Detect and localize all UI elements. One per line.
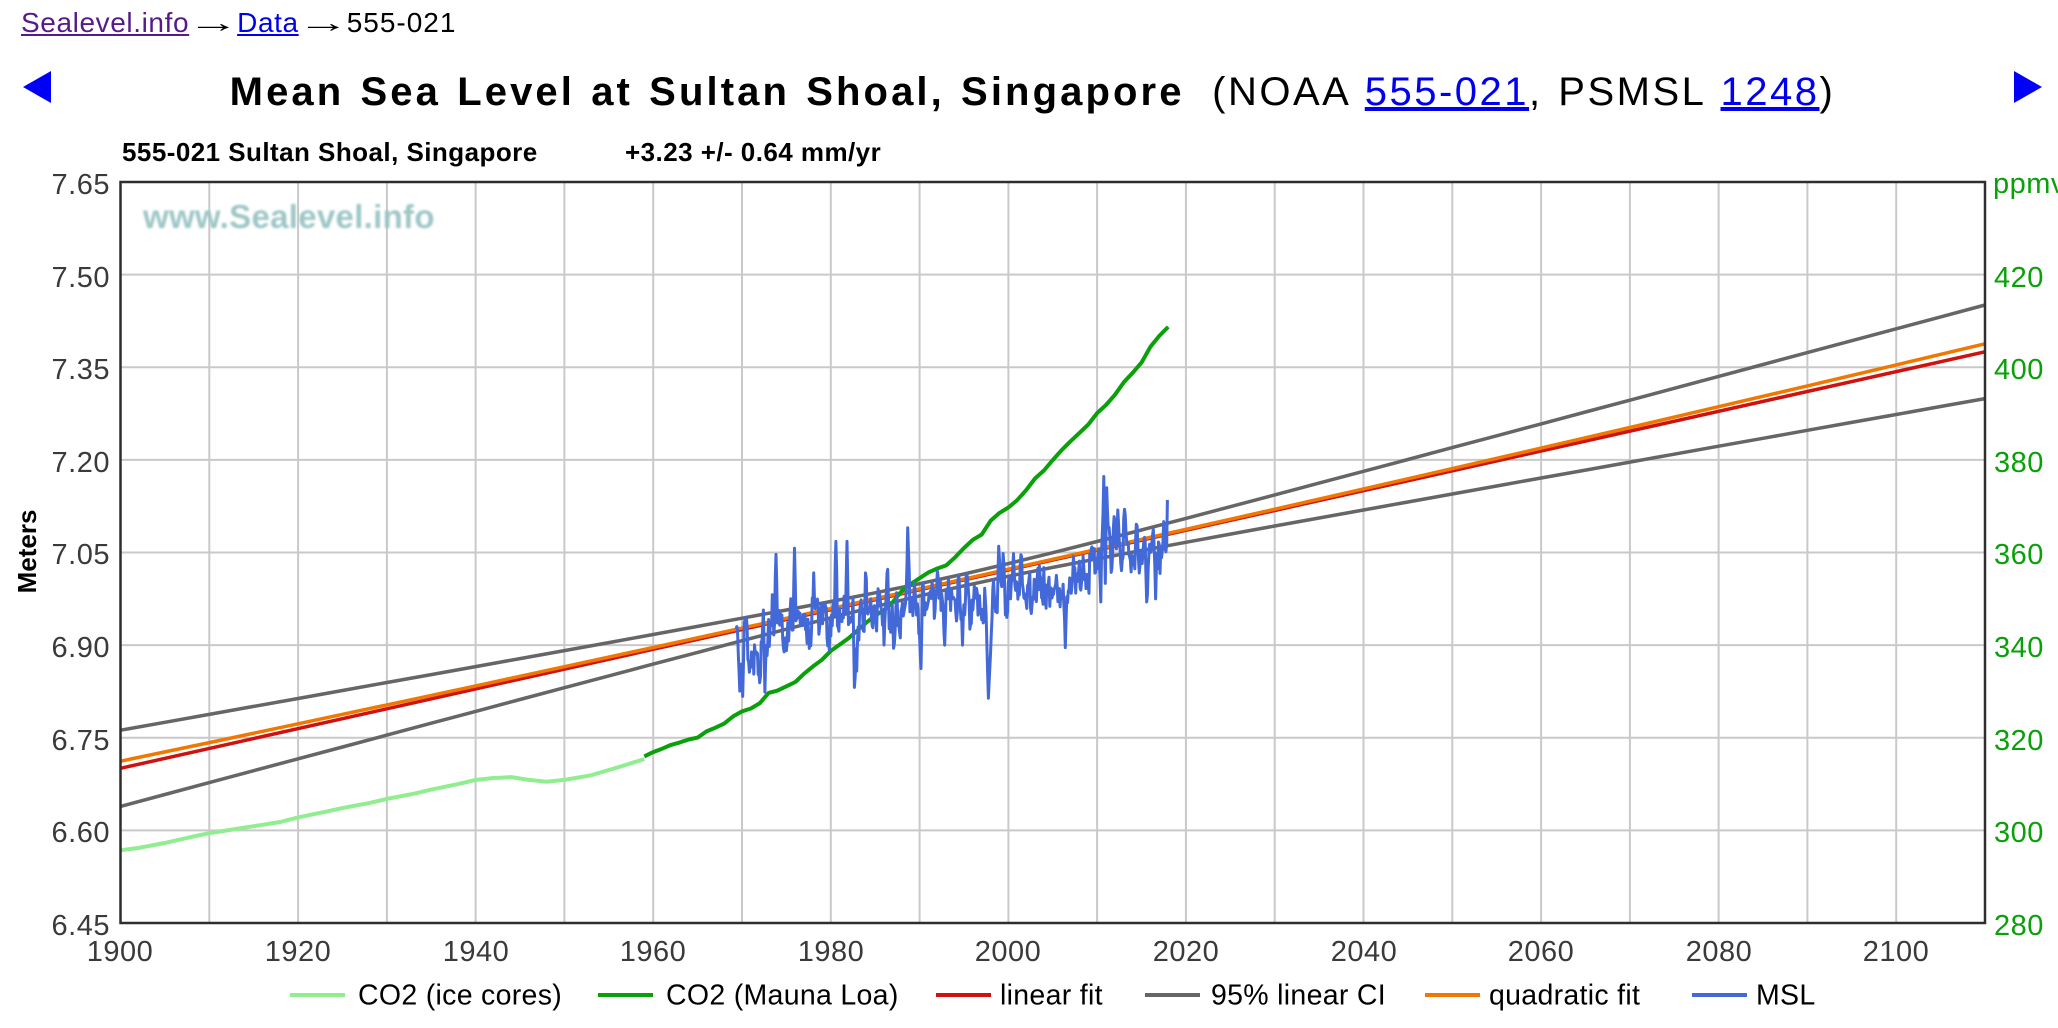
svg-text:7.05: 7.05 <box>52 539 110 571</box>
svg-text:CO2 (ice cores): CO2 (ice cores) <box>358 980 562 1012</box>
svg-text:2060: 2060 <box>1508 936 1575 968</box>
svg-text:2080: 2080 <box>1686 936 1753 968</box>
svg-text:www.Sealevel.info: www.Sealevel.info <box>142 198 435 235</box>
svg-text:CO2 (Mauna Loa): CO2 (Mauna Loa) <box>666 980 899 1012</box>
svg-text:420: 420 <box>1994 262 2044 294</box>
svg-text:linear fit: linear fit <box>1000 980 1103 1012</box>
svg-text:2020: 2020 <box>1153 936 1220 968</box>
svg-text:7.50: 7.50 <box>52 262 110 294</box>
svg-text:1980: 1980 <box>798 936 865 968</box>
svg-text:2000: 2000 <box>975 936 1042 968</box>
svg-text:6.60: 6.60 <box>52 817 110 849</box>
svg-text:340: 340 <box>1994 632 2044 664</box>
svg-text:300: 300 <box>1994 817 2044 849</box>
svg-text:7.20: 7.20 <box>52 447 110 479</box>
svg-text:6.75: 6.75 <box>52 725 110 757</box>
svg-text:400: 400 <box>1994 354 2044 386</box>
svg-text:MSL: MSL <box>1756 980 1816 1012</box>
svg-text:360: 360 <box>1994 539 2044 571</box>
svg-text:6.45: 6.45 <box>52 910 110 942</box>
svg-text:6.90: 6.90 <box>52 632 110 664</box>
svg-text:ppmv: ppmv <box>1993 168 2058 200</box>
svg-text:280: 280 <box>1994 910 2044 942</box>
svg-text:380: 380 <box>1994 447 2044 479</box>
svg-text:quadratic fit: quadratic fit <box>1489 980 1640 1012</box>
svg-text:+3.23 +/- 0.64 mm/yr: +3.23 +/- 0.64 mm/yr <box>625 137 881 167</box>
svg-text:1900: 1900 <box>87 936 154 968</box>
svg-text:2040: 2040 <box>1331 936 1398 968</box>
svg-text:2100: 2100 <box>1863 936 1930 968</box>
svg-text:555-021 Sultan Shoal, Singapor: 555-021 Sultan Shoal, Singapore <box>122 137 538 167</box>
svg-text:7.35: 7.35 <box>52 354 110 386</box>
svg-text:7.65: 7.65 <box>52 169 110 201</box>
svg-text:1940: 1940 <box>443 936 510 968</box>
svg-text:320: 320 <box>1994 725 2044 757</box>
svg-text:Meters: Meters <box>12 510 42 594</box>
svg-text:1920: 1920 <box>265 936 332 968</box>
svg-text:95% linear CI: 95% linear CI <box>1211 980 1386 1012</box>
svg-text:1960: 1960 <box>620 936 687 968</box>
